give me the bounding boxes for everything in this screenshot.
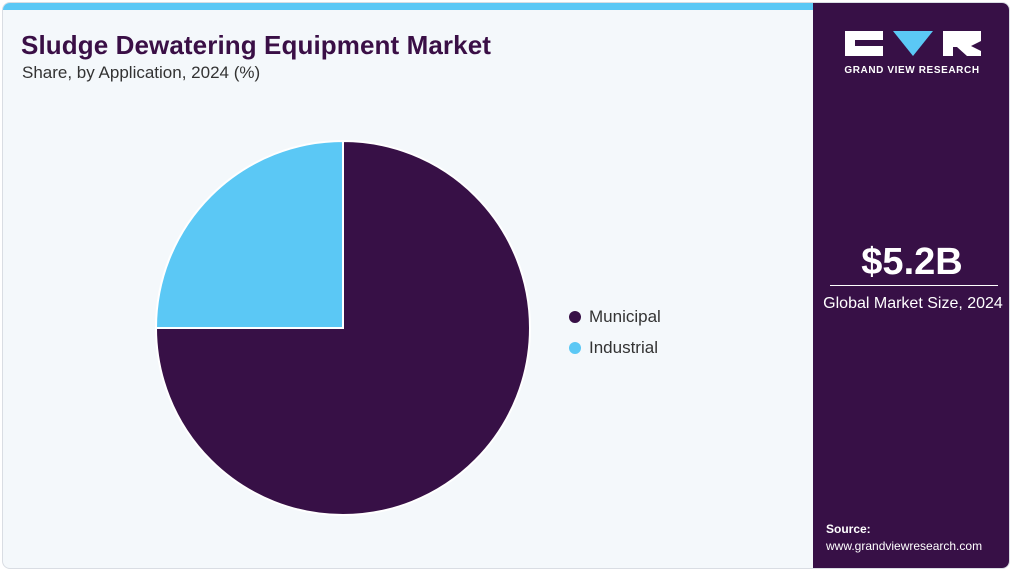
sidebar-panel: GRAND VIEW RESEARCH $5.2B Global Market … bbox=[813, 3, 1009, 568]
legend-dot-icon bbox=[569, 341, 581, 354]
legend-item-municipal: Municipal bbox=[569, 301, 661, 332]
legend-item-industrial: Industrial bbox=[569, 332, 661, 363]
legend-label: Municipal bbox=[589, 306, 661, 326]
legend-label: Industrial bbox=[589, 337, 658, 357]
market-size-value: $5.2B bbox=[861, 241, 963, 283]
chart-title: Sludge Dewatering Equipment Market bbox=[21, 30, 492, 60]
source-label: Source: bbox=[826, 522, 871, 536]
divider bbox=[830, 285, 998, 286]
pie-chart bbox=[154, 139, 531, 516]
chart-subtitle: Share, by Application, 2024 (%) bbox=[22, 63, 261, 82]
source-link[interactable]: www.grandviewresearch.com bbox=[826, 539, 983, 553]
brand-name: GRAND VIEW RESEARCH bbox=[844, 65, 980, 76]
gvr-logo-icon bbox=[845, 31, 981, 56]
pie-slice-industrial bbox=[154, 139, 344, 329]
market-size-caption: Global Market Size, 2024 bbox=[823, 295, 1003, 312]
legend-dot-icon bbox=[569, 310, 581, 323]
chart-legend: Municipal Industrial bbox=[569, 301, 661, 363]
accent-bar bbox=[3, 3, 813, 10]
